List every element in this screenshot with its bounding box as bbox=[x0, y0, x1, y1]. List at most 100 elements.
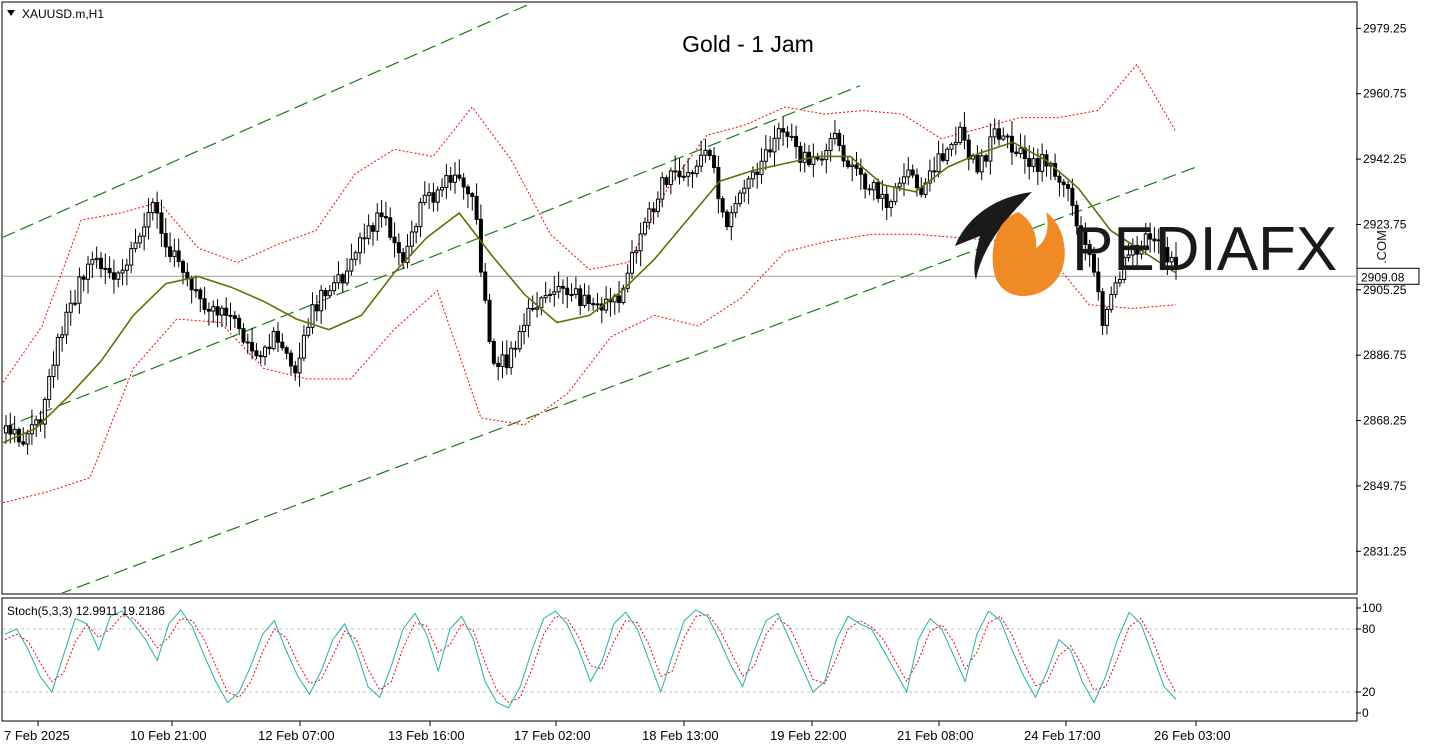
candle bbox=[552, 276, 557, 307]
candle bbox=[81, 274, 86, 292]
candle-body bbox=[763, 149, 768, 162]
candle-body bbox=[224, 307, 229, 316]
candle bbox=[1148, 222, 1153, 253]
candle-body bbox=[824, 150, 829, 161]
candle-body bbox=[1156, 239, 1161, 242]
candle-body bbox=[1174, 256, 1178, 270]
candle-body bbox=[642, 221, 647, 235]
candle-body bbox=[427, 192, 432, 196]
candle bbox=[724, 209, 729, 231]
candle bbox=[228, 302, 233, 331]
price-axis-label-6: 2868.25 bbox=[1363, 414, 1407, 428]
stochastic-panel[interactable] bbox=[1, 597, 1358, 722]
candle-body bbox=[595, 303, 600, 306]
candle bbox=[211, 300, 216, 323]
candle-body bbox=[206, 308, 211, 312]
candle bbox=[457, 159, 462, 181]
candle bbox=[660, 172, 665, 208]
candle bbox=[1165, 236, 1170, 276]
candle-body bbox=[673, 170, 678, 173]
candle bbox=[681, 164, 686, 182]
candle bbox=[440, 178, 445, 198]
candle bbox=[120, 259, 125, 286]
candle bbox=[776, 122, 781, 151]
candle-body bbox=[73, 302, 78, 305]
candle-body bbox=[1061, 181, 1066, 186]
main-price-panel[interactable] bbox=[1, 1, 1358, 595]
candle bbox=[850, 157, 855, 182]
candle-body bbox=[966, 139, 971, 160]
candle bbox=[8, 412, 13, 444]
candle bbox=[500, 341, 505, 379]
price-axis-label-7: 2849.75 bbox=[1363, 479, 1407, 493]
candle-body bbox=[858, 167, 863, 175]
candle-body bbox=[996, 128, 1001, 140]
candle-body bbox=[543, 294, 548, 299]
candle-body bbox=[897, 182, 902, 188]
candle-body bbox=[448, 175, 453, 183]
candle-body bbox=[1104, 308, 1109, 326]
stoch-main-line bbox=[4, 609, 1177, 709]
candle bbox=[219, 305, 224, 328]
price-axis-label-4: 2905.25 bbox=[1363, 283, 1407, 297]
candle bbox=[591, 297, 596, 311]
pediafx-logo: PEDIAFX .COM bbox=[955, 192, 1389, 296]
candle bbox=[392, 222, 397, 258]
candle-body bbox=[189, 278, 194, 291]
candle bbox=[522, 313, 527, 345]
candle-body bbox=[362, 237, 367, 240]
candle-body bbox=[1040, 154, 1045, 172]
symbol-dropdown-icon[interactable] bbox=[7, 10, 15, 16]
candle-body bbox=[573, 288, 578, 295]
candle bbox=[889, 199, 894, 217]
time-axis-label-3: 13 Feb 16:00 bbox=[388, 728, 465, 743]
candle bbox=[146, 197, 151, 240]
candle bbox=[418, 198, 423, 238]
candle-body bbox=[902, 176, 907, 184]
candle-body bbox=[267, 346, 272, 350]
candle-body bbox=[668, 170, 673, 185]
candle-body bbox=[625, 272, 630, 289]
candle-body bbox=[664, 177, 669, 185]
candle bbox=[1169, 251, 1174, 272]
candle bbox=[914, 168, 919, 197]
candle bbox=[90, 251, 95, 279]
candle-body bbox=[392, 236, 397, 244]
candle bbox=[448, 167, 453, 191]
candle-body bbox=[1165, 247, 1170, 263]
candle bbox=[621, 284, 626, 305]
candle bbox=[224, 297, 229, 327]
candle bbox=[388, 207, 393, 241]
candle bbox=[755, 162, 760, 189]
candle bbox=[47, 368, 52, 408]
candle bbox=[77, 267, 82, 314]
channel-line-1 bbox=[3, 85, 861, 429]
candle-body bbox=[694, 165, 699, 175]
candle-body bbox=[150, 201, 155, 214]
candle bbox=[366, 214, 371, 245]
candle bbox=[370, 222, 375, 246]
candle-body bbox=[552, 291, 557, 295]
candle bbox=[854, 151, 859, 177]
candle-body bbox=[906, 169, 911, 178]
candle bbox=[543, 281, 548, 303]
candle bbox=[586, 285, 591, 312]
candle-body bbox=[297, 357, 302, 374]
candle-body bbox=[51, 364, 56, 377]
candle-body bbox=[435, 189, 440, 203]
candle-body bbox=[146, 212, 151, 228]
candle bbox=[345, 258, 350, 286]
candle-body bbox=[565, 287, 570, 296]
candle-body bbox=[332, 282, 337, 292]
candle bbox=[323, 287, 328, 310]
candle bbox=[642, 217, 647, 237]
candle-body bbox=[949, 143, 954, 150]
candle-body bbox=[133, 242, 138, 250]
candle-body bbox=[880, 193, 885, 199]
candle bbox=[975, 145, 980, 175]
candle-body bbox=[55, 336, 60, 366]
candle bbox=[133, 228, 138, 253]
candle-body bbox=[457, 174, 462, 179]
candle bbox=[189, 275, 194, 304]
